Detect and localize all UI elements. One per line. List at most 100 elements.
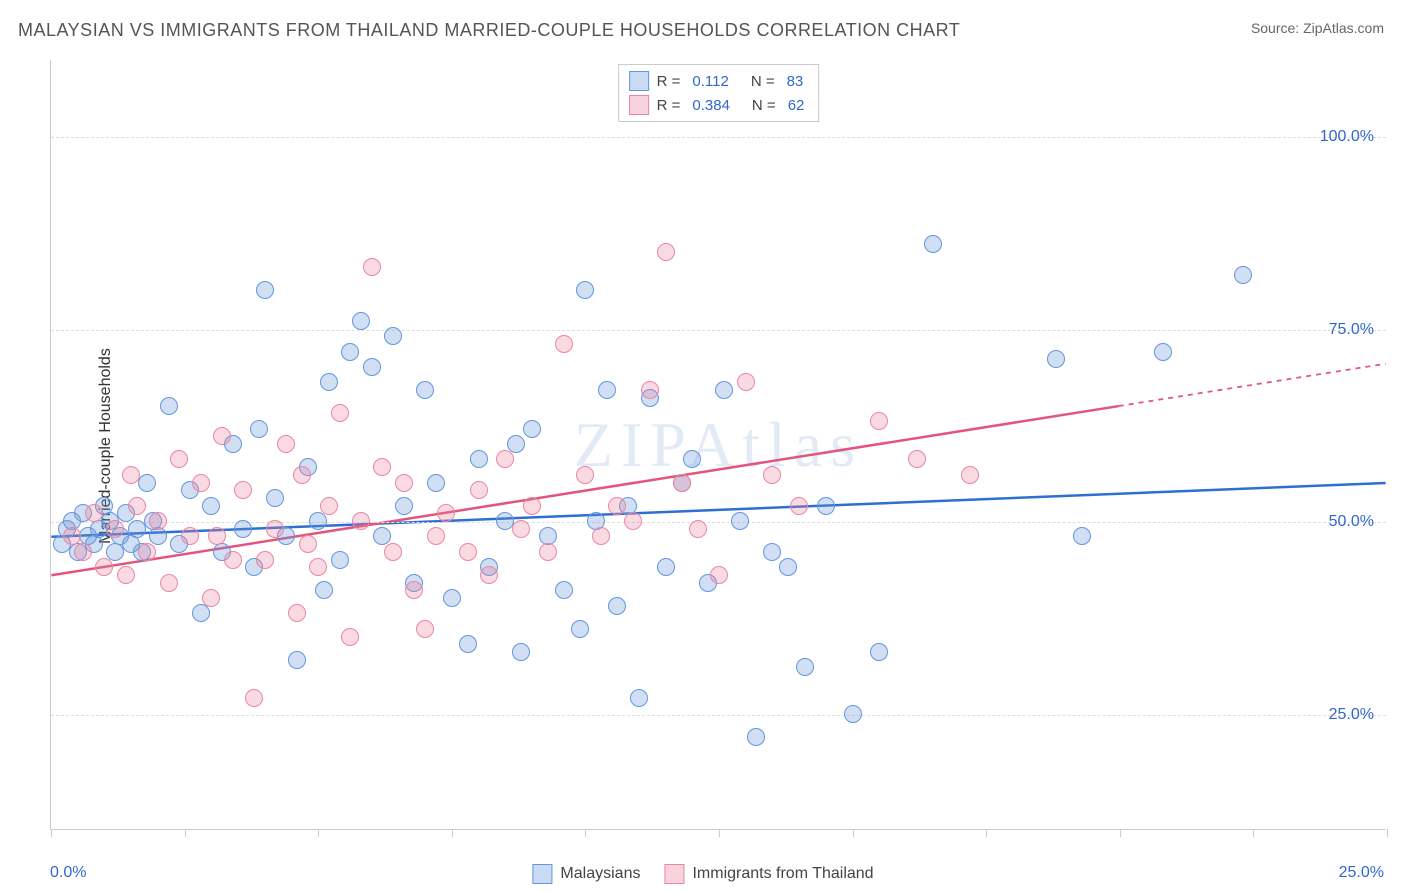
scatter-point <box>363 358 381 376</box>
scatter-point <box>288 651 306 669</box>
scatter-point <box>352 312 370 330</box>
chart-container: MALAYSIAN VS IMMIGRANTS FROM THAILAND MA… <box>0 0 1406 892</box>
gridline <box>51 715 1386 716</box>
scatter-point <box>437 504 455 522</box>
scatter-point <box>790 497 808 515</box>
scatter-point <box>299 535 317 553</box>
scatter-point <box>924 235 942 253</box>
scatter-point <box>961 466 979 484</box>
legend-label: Immigrants from Thailand <box>692 865 873 883</box>
scatter-point <box>363 258 381 276</box>
scatter-point <box>293 466 311 484</box>
scatter-point <box>384 327 402 345</box>
scatter-point <box>1154 343 1172 361</box>
scatter-point <box>117 566 135 584</box>
scatter-point <box>224 551 242 569</box>
scatter-point <box>309 558 327 576</box>
x-tick-label-min: 0.0% <box>50 864 86 882</box>
scatter-point <box>689 520 707 538</box>
scatter-point <box>555 335 573 353</box>
scatter-point <box>288 604 306 622</box>
scatter-point <box>443 589 461 607</box>
scatter-point <box>512 643 530 661</box>
scatter-point <box>459 543 477 561</box>
scatter-point <box>395 474 413 492</box>
legend-swatch <box>629 71 649 91</box>
scatter-point <box>731 512 749 530</box>
scatter-point <box>384 543 402 561</box>
series-legend: Malaysians Immigrants from Thailand <box>532 864 873 884</box>
y-tick-label: 25.0% <box>1329 706 1374 724</box>
legend-n-label: N = <box>751 73 775 90</box>
x-tick-label-max: 25.0% <box>1339 864 1384 882</box>
x-tick <box>719 829 720 837</box>
scatter-point <box>138 543 156 561</box>
scatter-point <box>245 689 263 707</box>
legend-label: Malaysians <box>560 865 640 883</box>
x-tick <box>1253 829 1254 837</box>
correlation-legend: R =0.112N =83R =0.384N =62 <box>618 64 820 122</box>
scatter-point <box>715 381 733 399</box>
scatter-point <box>512 520 530 538</box>
scatter-point <box>592 527 610 545</box>
scatter-point <box>870 412 888 430</box>
x-tick <box>853 829 854 837</box>
x-tick <box>585 829 586 837</box>
scatter-point <box>539 543 557 561</box>
scatter-point <box>470 481 488 499</box>
scatter-point <box>234 481 252 499</box>
scatter-point <box>710 566 728 584</box>
scatter-point <box>427 527 445 545</box>
legend-n-label: N = <box>752 97 776 114</box>
scatter-point <box>160 397 178 415</box>
scatter-point <box>266 489 284 507</box>
scatter-point <box>523 497 541 515</box>
legend-swatch <box>532 864 552 884</box>
scatter-point <box>416 620 434 638</box>
legend-item: Immigrants from Thailand <box>664 864 873 884</box>
x-tick <box>51 829 52 837</box>
scatter-point <box>523 420 541 438</box>
scatter-point <box>331 551 349 569</box>
legend-r-value: 0.384 <box>692 97 730 114</box>
scatter-point <box>779 558 797 576</box>
legend-swatch <box>664 864 684 884</box>
scatter-point <box>571 620 589 638</box>
scatter-point <box>641 381 659 399</box>
legend-r-value: 0.112 <box>692 73 728 90</box>
scatter-point <box>608 597 626 615</box>
scatter-point <box>85 504 103 522</box>
legend-swatch <box>629 95 649 115</box>
scatter-point <box>250 420 268 438</box>
scatter-point <box>266 520 284 538</box>
scatter-point <box>470 450 488 468</box>
scatter-point <box>673 474 691 492</box>
x-tick <box>1387 829 1388 837</box>
scatter-point <box>576 466 594 484</box>
scatter-point <box>160 574 178 592</box>
scatter-point <box>796 658 814 676</box>
scatter-point <box>555 581 573 599</box>
legend-row: R =0.384N =62 <box>629 93 809 117</box>
legend-r-label: R = <box>657 73 681 90</box>
scatter-point <box>192 604 210 622</box>
gridline <box>51 330 1386 331</box>
scatter-point <box>576 281 594 299</box>
chart-title: MALAYSIAN VS IMMIGRANTS FROM THAILAND MA… <box>18 20 960 41</box>
scatter-point <box>122 466 140 484</box>
scatter-point <box>320 373 338 391</box>
legend-n-value: 62 <box>788 97 805 114</box>
scatter-point <box>405 581 423 599</box>
scatter-point <box>630 689 648 707</box>
scatter-point <box>341 628 359 646</box>
x-tick <box>318 829 319 837</box>
scatter-point <box>427 474 445 492</box>
scatter-point <box>747 728 765 746</box>
scatter-point <box>657 558 675 576</box>
scatter-point <box>331 404 349 422</box>
scatter-point <box>149 527 167 545</box>
scatter-point <box>507 435 525 453</box>
scatter-point <box>309 512 327 530</box>
scatter-point <box>256 281 274 299</box>
scatter-point <box>844 705 862 723</box>
